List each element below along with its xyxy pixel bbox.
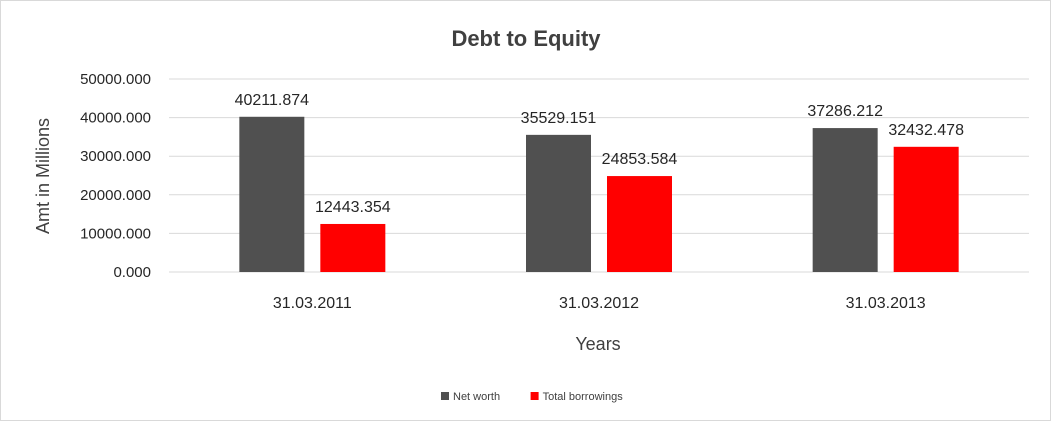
bar (893, 146, 959, 272)
bar (526, 134, 591, 272)
y-tick-label: 20000.000 (80, 187, 151, 204)
x-category-label: 31.03.2011 (273, 295, 352, 312)
data-label: 24853.584 (602, 151, 678, 168)
y-tick-label: 40000.000 (80, 110, 151, 127)
y-tick-label: 10000.000 (80, 225, 151, 242)
legend-swatch (530, 392, 539, 400)
x-category-label: 31.03.2012 (559, 295, 639, 312)
y-axis-ticks: 0.000 10000.000 20000.000 30000.000 40000.00… (80, 71, 151, 281)
chart-title: Debt to Equity (451, 26, 601, 51)
bar (239, 116, 305, 272)
legend-entry: Total borrowings (543, 391, 624, 403)
legend-swatch (441, 392, 449, 400)
gridlines (169, 78, 1029, 273)
x-axis-label: Years (575, 334, 620, 354)
data-label: 35529.151 (521, 110, 597, 127)
data-label: 40211.874 (235, 92, 310, 109)
data-label: 32432.478 (888, 122, 964, 139)
legend: Net worth Total borrowings (441, 391, 623, 403)
bar (320, 223, 386, 272)
bars (239, 116, 959, 272)
y-tick-label: 30000.000 (80, 148, 151, 165)
data-labels: 40211.874 12443.354 35529.151 24853.584 3728… (235, 92, 964, 216)
bar (812, 128, 878, 272)
x-axis-categories: 31.03.2011 31.03.2012 31.03.2013 (273, 295, 926, 312)
y-tick-label: 50000.000 (80, 71, 151, 88)
legend-entry: Net worth (453, 391, 500, 403)
y-tick-label: 0.000 (113, 264, 151, 281)
bar (607, 176, 672, 272)
data-label: 37286.212 (807, 103, 883, 120)
data-label: 12443.354 (315, 199, 391, 216)
x-category-label: 31.03.2013 (846, 295, 926, 312)
y-axis-label: Amt in Millions (33, 118, 53, 234)
